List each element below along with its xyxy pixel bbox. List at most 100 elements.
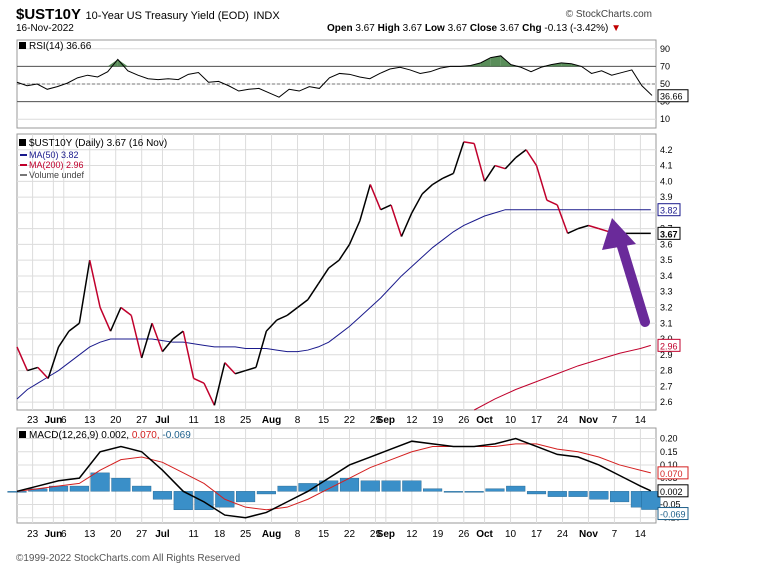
x-tick-label: 24 xyxy=(557,415,569,426)
price-tick-label: 2.7 xyxy=(660,381,673,391)
price-segment xyxy=(390,204,403,237)
price-segment xyxy=(37,366,49,379)
price-segment xyxy=(442,172,454,179)
high-label: High xyxy=(377,23,400,34)
price-segment xyxy=(255,330,268,368)
price-segment xyxy=(161,338,174,353)
x-tick-label: 7 xyxy=(612,415,618,426)
macd-line xyxy=(16,437,652,519)
macd-histogram-bar xyxy=(339,477,360,492)
price-segment xyxy=(172,330,184,340)
ma200-last-box xyxy=(657,338,681,352)
price-segment xyxy=(338,243,351,261)
rsi-tick-label: 10 xyxy=(660,114,670,124)
macd-histogram-bar xyxy=(506,485,526,492)
x-tick-label: Oct xyxy=(476,529,493,540)
x-tick-label: 25 xyxy=(240,415,252,426)
x-tick-label: 7 xyxy=(612,529,618,540)
macd-histogram-bar xyxy=(443,491,463,493)
x-tick-label: 27 xyxy=(136,529,148,540)
macd-frame xyxy=(16,427,657,524)
price-segment xyxy=(421,183,434,195)
price-tick-label: 2.6 xyxy=(660,397,673,407)
x-tick-label: 17 xyxy=(531,415,543,426)
price-legend-swatch xyxy=(19,139,26,146)
x-tick-label: Jun xyxy=(44,529,62,540)
price-segment xyxy=(151,322,164,352)
price-segment xyxy=(328,259,340,269)
price-segment xyxy=(317,267,330,285)
price-segment xyxy=(120,306,132,316)
x-tick-label: 29 xyxy=(370,529,382,540)
price-last-box xyxy=(657,226,681,240)
price-segment xyxy=(286,306,298,316)
price-tick-label: 3.4 xyxy=(660,271,673,281)
price-segment xyxy=(99,307,112,332)
macd-histogram-bar xyxy=(547,491,567,497)
rsi-last-value-box xyxy=(657,89,689,103)
macd-histogram-bar xyxy=(589,491,609,500)
x-tick-label: 23 xyxy=(27,415,39,426)
price-segment xyxy=(504,157,517,170)
chg-label: Chg xyxy=(522,23,542,34)
price-panel: 4.24.14.03.93.83.73.63.53.43.33.23.13.02… xyxy=(16,133,681,411)
price-frame xyxy=(16,133,657,411)
price-segment xyxy=(567,227,579,235)
close-value: 3.67 xyxy=(499,23,520,34)
macd-histogram-bar xyxy=(568,491,588,497)
rsi-tick-label: 70 xyxy=(660,61,670,71)
x-tick-label: 18 xyxy=(214,529,226,540)
macd-histogram-bar xyxy=(132,485,152,492)
x-tick-label: 17 xyxy=(531,529,543,540)
x-tick-label: 8 xyxy=(295,415,301,426)
price-segment xyxy=(57,330,70,348)
macd-tick-label: 0.10 xyxy=(660,460,678,470)
price-segment xyxy=(297,299,309,309)
price-segment xyxy=(193,377,205,384)
x-tick-label: Sep xyxy=(377,415,395,426)
x-tick-label: 13 xyxy=(84,415,96,426)
rsi-tick-label: 90 xyxy=(660,44,670,54)
price-segment xyxy=(588,224,600,230)
macd-histogram-bar xyxy=(610,491,630,503)
price-segment xyxy=(380,204,392,211)
x-tick-label: 10 xyxy=(505,529,517,540)
x-tick-label: 20 xyxy=(110,529,122,540)
price-segment xyxy=(109,307,122,332)
x-tick-label: 22 xyxy=(344,415,356,426)
price-tick-label: 4.1 xyxy=(660,161,673,171)
x-tick-label: 25 xyxy=(240,529,252,540)
price-segment xyxy=(400,212,413,237)
macd-histogram-bar xyxy=(485,488,505,492)
x-tick-label: Sep xyxy=(377,529,395,540)
price-segment xyxy=(535,165,548,201)
price-segment xyxy=(68,322,80,332)
price-legend-item: MA(200) 2.96 xyxy=(29,160,84,170)
x-tick-label: 12 xyxy=(406,415,418,426)
price-segment xyxy=(463,141,475,145)
macd-histogram-bar xyxy=(402,480,422,492)
price-segment xyxy=(525,149,538,166)
price-segment xyxy=(556,204,569,234)
ma50-line xyxy=(16,209,651,400)
price-segment xyxy=(140,323,153,359)
x-tick-label: 23 xyxy=(27,529,39,540)
x-tick-label: Aug xyxy=(262,529,281,540)
x-tick-label: Jun xyxy=(44,415,62,426)
x-tick-label: 29 xyxy=(370,415,382,426)
x-tick-label: Oct xyxy=(476,415,493,426)
macd-histogram-bar xyxy=(111,477,131,492)
x-tick-label: 26 xyxy=(458,415,470,426)
macd-histogram-bar xyxy=(423,488,443,492)
x-tick-label: Jul xyxy=(155,529,170,540)
x-tick-label: 11 xyxy=(188,529,199,540)
x-tick-label: Nov xyxy=(579,529,598,540)
x-tick-label: 14 xyxy=(635,415,647,426)
rsi-overbought-fill xyxy=(117,59,128,67)
price-segment xyxy=(213,362,226,406)
x-tick-label: 18 xyxy=(214,415,226,426)
x-tick-label: 22 xyxy=(344,529,356,540)
copyright-footer: ©1999-2022 StockCharts.com All Rights Re… xyxy=(16,553,241,564)
